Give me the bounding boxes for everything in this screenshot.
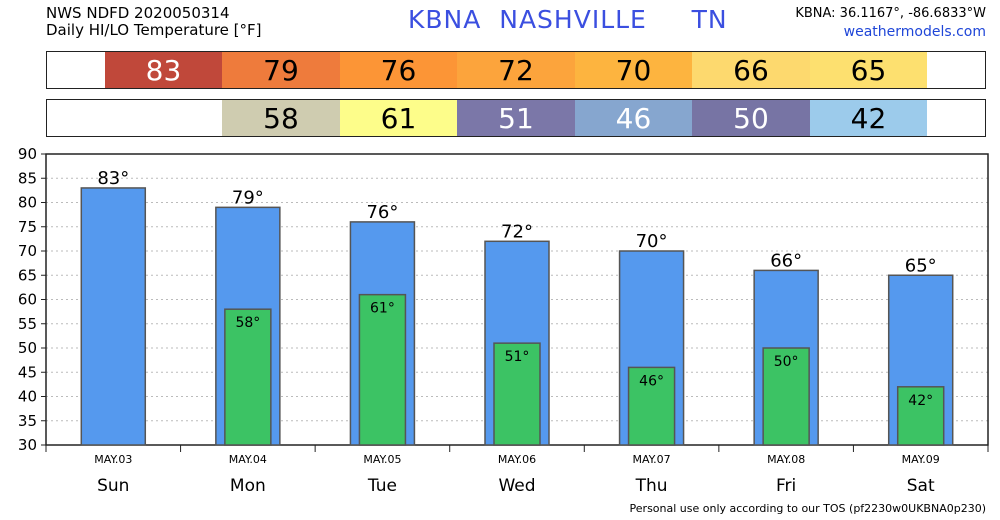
y-tick-label: 50 [18,339,37,357]
high-temp-cell: 79 [222,52,340,88]
site-link[interactable]: weathermodels.com [843,24,986,40]
low-temp-cell: 51 [457,100,575,136]
high-temp-strip: 83 79 76 72 70 66 65 [46,51,986,89]
high-temp-bar [80,187,147,446]
low-temp-label: 51° [505,349,530,365]
temperature-chart: 30 35 40 45 50 55 60 65 70 75 80 85 90 83° MAY.03 Sun 79… [18,145,989,496]
station-title: KBNA NASHVILLE TN [408,5,728,34]
y-tick-label: 35 [18,412,37,430]
high-temp-cell: 65 [809,52,928,88]
low-temp-label: 46° [639,373,664,389]
day-label: Sun [97,476,129,496]
low-temp-cell: 42 [809,100,928,136]
high-temp-cell: 76 [339,52,458,88]
low-temp-cell: 50 [692,100,810,136]
low-temp-bar [493,342,541,446]
date-label: MAY.05 [363,453,401,466]
date-label: MAY.06 [498,453,536,466]
low-temp-bar [896,386,945,446]
day-label: Mon [230,476,266,496]
date-label: MAY.08 [767,453,805,466]
high-temp-cell: 66 [692,52,810,88]
low-temp-edge-left [47,100,105,136]
high-temp-edge-right [927,52,985,88]
low-temp-bar [224,308,272,446]
high-temp-label: 66° [770,250,802,271]
date-label: MAY.09 [902,453,940,466]
low-temp-label: 50° [774,354,799,370]
day-label: Sat [907,476,935,496]
y-tick-label: 40 [18,388,37,406]
day-label: Tue [367,476,397,496]
y-tick-label: 80 [18,194,37,212]
high-temp-edge-left [47,52,105,88]
low-temp-cell: 61 [339,100,458,136]
low-temp-bar [762,347,810,446]
chart-subtitle: Daily HI/LO Temperature [°F] [46,21,262,39]
high-temp-cell: 72 [457,52,575,88]
y-tick-label: 60 [18,291,37,309]
y-tick-label: 75 [18,218,37,236]
date-label: MAY.03 [94,453,132,466]
low-temp-cell: 46 [574,100,693,136]
y-tick-label: 65 [18,266,37,284]
date-label: MAY.07 [632,453,670,466]
low-temp-edge-right [927,100,985,136]
product-title: NWS NDFD 2020050314 [46,4,230,22]
high-temp-cell: 83 [104,52,223,88]
y-tick-label: 85 [18,169,37,187]
low-temp-strip: 58 61 51 46 50 42 [46,99,986,137]
low-temp-label: 61° [370,301,395,317]
low-temp-bar [627,366,676,446]
day-label: Thu [635,476,668,496]
low-temp-cell [104,100,223,136]
high-temp-label: 72° [501,221,533,242]
high-temp-label: 83° [97,168,129,189]
high-temp-label: 76° [366,202,398,223]
y-tick-label: 45 [18,363,37,381]
date-label: MAY.04 [229,453,267,466]
day-label: Wed [498,476,535,496]
station-coordinates: KBNA: 36.1167°, -86.6833°W [795,6,986,21]
y-tick-label: 30 [18,436,37,454]
high-temp-label: 65° [905,255,937,276]
y-tick-label: 90 [18,145,37,163]
high-temp-label: 70° [636,231,668,252]
high-temp-label: 79° [232,187,264,208]
high-temp-cell: 70 [574,52,693,88]
low-temp-cell: 58 [222,100,340,136]
y-tick-label: 55 [18,315,37,333]
y-tick-label: 70 [18,242,37,260]
low-temp-label: 42° [908,393,933,409]
day-label: Fri [776,476,796,496]
low-temp-label: 58° [235,315,260,331]
footer-notice: Personal use only according to our TOS (… [629,502,986,515]
low-temp-bar [358,293,407,446]
